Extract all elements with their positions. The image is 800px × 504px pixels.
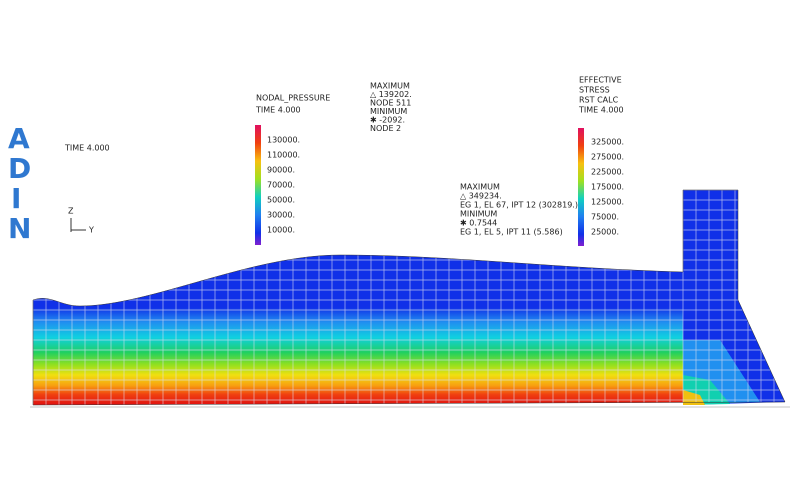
extreme-text: MAXIMUM [370, 82, 410, 91]
extreme-text: MAXIMUM [460, 183, 500, 192]
tick-label: 325000. [591, 138, 624, 147]
tick-label: 130000. [267, 136, 300, 145]
logo-letter: N [8, 212, 31, 245]
tick-label: 30000. [267, 211, 295, 220]
tick-label: 175000. [591, 183, 624, 192]
legend-title: RST CALC [579, 96, 619, 105]
axes-triad: Z Y [68, 207, 94, 235]
mesh [30, 189, 790, 408]
tick-label: 275000. [591, 153, 624, 162]
tick-label: 70000. [267, 181, 295, 190]
axis-y: Y [88, 226, 94, 235]
logo-letter: A [8, 122, 30, 155]
legend-title: NODAL_PRESSURE [256, 94, 330, 103]
tick-label: 25000. [591, 228, 619, 237]
tick-label: 110000. [267, 151, 300, 160]
axis-z: Z [68, 207, 74, 216]
extreme-text: ✱ -2092. [370, 116, 405, 125]
time-label: TIME 4.000 [64, 144, 110, 153]
logo: A D I N A [8, 122, 31, 245]
color-bar [255, 125, 261, 245]
tick-label: 10000. [267, 226, 295, 235]
extreme-text: △ 139202. [370, 90, 412, 99]
extreme-text: EG 1, EL 5, IPT 11 (5.586) [460, 228, 563, 237]
tick-label: 50000. [267, 196, 295, 205]
extreme-text: NODE 2 [370, 124, 401, 133]
extreme-text: EG 1, EL 67, IPT 12 (302819.) [460, 201, 578, 210]
extreme-text: NODE 511 [370, 99, 411, 108]
color-bar [578, 128, 584, 246]
logo-letter: I [11, 182, 21, 215]
legend-title: TIME 4.000 [578, 106, 624, 115]
legend-title: EFFECTIVE [579, 76, 622, 85]
tick-label: 75000. [591, 213, 619, 222]
extreme-text: ✱ 0.7544 [460, 219, 497, 228]
extreme-text: MINIMUM [460, 210, 497, 219]
extreme-text: MINIMUM [370, 107, 407, 116]
logo-letter: D [8, 152, 31, 185]
legend-title: STRESS [579, 86, 610, 95]
tick-label: 225000. [591, 168, 624, 177]
legend-time: TIME 4.000 [255, 106, 301, 115]
tick-label: 90000. [267, 166, 295, 175]
tick-label: 125000. [591, 198, 624, 207]
extreme-text: △ 349234. [460, 192, 502, 201]
